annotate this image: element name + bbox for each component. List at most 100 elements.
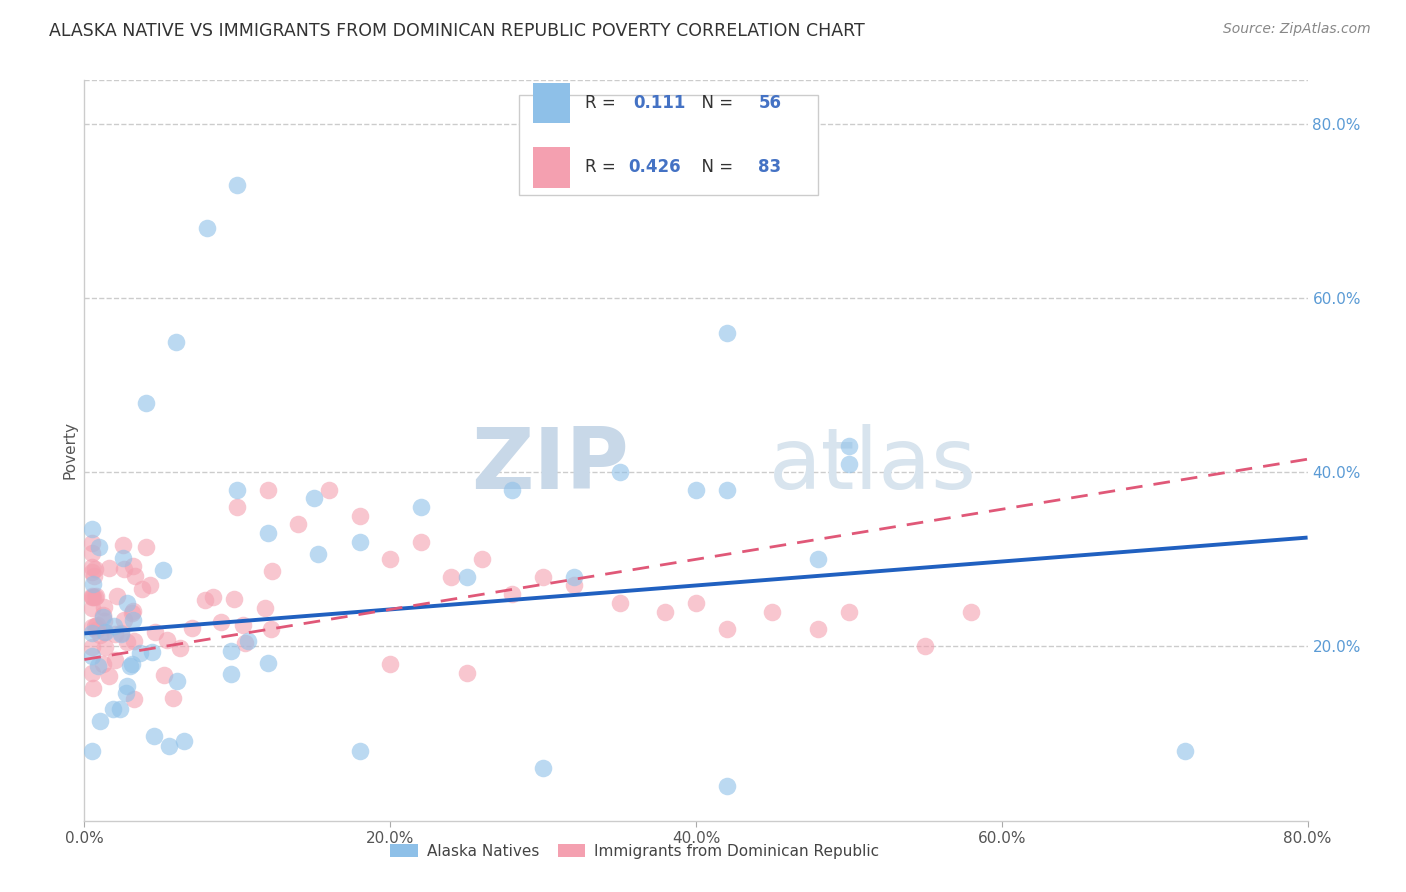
- Point: [86, 618, 108, 632]
- Point: [112, 562, 135, 576]
- Point: [349, 744, 371, 758]
- Point: [80, 626, 103, 640]
- Point: [80, 522, 103, 536]
- Text: 56: 56: [758, 94, 782, 112]
- Point: [318, 483, 340, 497]
- Point: [80, 600, 103, 615]
- Point: [82, 577, 104, 591]
- Point: [87, 540, 110, 554]
- Point: [110, 626, 132, 640]
- Point: [111, 550, 134, 565]
- Point: [80, 536, 103, 550]
- Point: [761, 605, 783, 619]
- Point: [115, 679, 138, 693]
- Point: [80, 619, 103, 633]
- Point: [380, 657, 402, 671]
- Point: [502, 587, 524, 601]
- Point: [122, 558, 145, 573]
- Point: [471, 552, 494, 566]
- Point: [143, 624, 166, 639]
- Point: [122, 613, 145, 627]
- Point: [838, 457, 860, 471]
- Point: [122, 604, 145, 618]
- Point: [89, 714, 111, 729]
- Point: [226, 178, 249, 192]
- Point: [253, 600, 276, 615]
- Point: [104, 627, 127, 641]
- Point: [83, 569, 105, 583]
- Point: [115, 595, 138, 609]
- Point: [838, 439, 860, 453]
- Point: [111, 538, 134, 552]
- Point: [685, 483, 707, 497]
- Point: [97, 561, 120, 575]
- Point: [124, 691, 146, 706]
- Point: [84, 589, 107, 603]
- Point: [93, 609, 115, 624]
- Point: [91, 607, 114, 622]
- Point: [256, 656, 278, 670]
- Point: [236, 634, 259, 648]
- Point: [165, 334, 187, 349]
- Point: [80, 565, 103, 579]
- Text: 0.111: 0.111: [634, 94, 686, 112]
- Point: [93, 614, 115, 628]
- Point: [84, 562, 107, 576]
- Point: [105, 589, 128, 603]
- Point: [110, 627, 132, 641]
- Point: [219, 644, 242, 658]
- Text: R =: R =: [585, 94, 626, 112]
- Bar: [533, 147, 569, 187]
- Point: [235, 636, 257, 650]
- Point: [173, 733, 195, 747]
- Text: Source: ZipAtlas.com: Source: ZipAtlas.com: [1223, 22, 1371, 37]
- Point: [82, 590, 104, 604]
- Point: [257, 526, 280, 541]
- Point: [112, 613, 135, 627]
- Point: [287, 517, 309, 532]
- Point: [232, 617, 254, 632]
- Point: [224, 591, 246, 606]
- Point: [609, 465, 631, 479]
- FancyBboxPatch shape: [519, 95, 818, 195]
- Point: [531, 570, 554, 584]
- Point: [153, 668, 176, 682]
- Text: ALASKA NATIVE VS IMMIGRANTS FROM DOMINICAN REPUBLIC POVERTY CORRELATION CHART: ALASKA NATIVE VS IMMIGRANTS FROM DOMINIC…: [49, 22, 865, 40]
- Point: [221, 666, 243, 681]
- Point: [166, 674, 188, 689]
- Point: [139, 578, 162, 592]
- Point: [80, 666, 103, 681]
- Point: [716, 622, 738, 636]
- Point: [531, 761, 554, 775]
- Text: 0.426: 0.426: [628, 158, 682, 177]
- Point: [807, 552, 830, 566]
- Point: [349, 535, 371, 549]
- Text: R =: R =: [585, 158, 620, 177]
- Point: [129, 646, 152, 660]
- Point: [80, 648, 103, 663]
- Point: [89, 628, 111, 642]
- Bar: [533, 82, 569, 123]
- Text: atlas: atlas: [769, 424, 977, 507]
- Point: [98, 669, 121, 683]
- Point: [302, 491, 325, 506]
- Point: [194, 593, 217, 607]
- Text: N =: N =: [692, 94, 738, 112]
- Point: [104, 653, 127, 667]
- Point: [121, 606, 143, 620]
- Point: [121, 657, 143, 671]
- Point: [91, 657, 114, 671]
- Point: [84, 590, 107, 604]
- Point: [562, 570, 585, 584]
- Point: [162, 691, 184, 706]
- Point: [716, 326, 738, 340]
- Point: [209, 615, 232, 629]
- Point: [380, 552, 402, 566]
- Point: [141, 645, 163, 659]
- Point: [152, 563, 174, 577]
- Point: [181, 621, 204, 635]
- Point: [260, 622, 283, 636]
- Point: [84, 619, 107, 633]
- Point: [142, 729, 165, 743]
- Point: [914, 640, 936, 654]
